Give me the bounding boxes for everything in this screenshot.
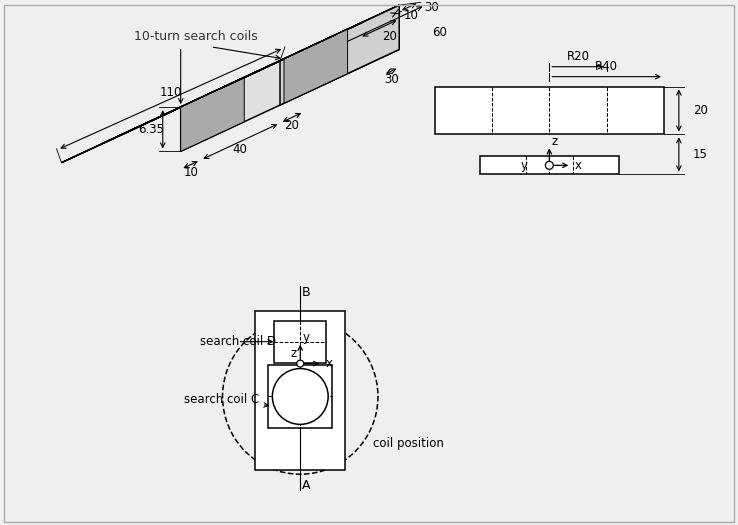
Text: search coil D: search coil D [199, 335, 276, 348]
Text: R20: R20 [567, 50, 590, 63]
Polygon shape [232, 35, 337, 83]
Text: coil position: coil position [373, 437, 444, 449]
Text: 10: 10 [183, 166, 198, 179]
Polygon shape [284, 29, 348, 103]
Text: 10: 10 [404, 9, 418, 22]
Text: 10-turn search coils: 10-turn search coils [134, 30, 258, 43]
Polygon shape [181, 78, 244, 151]
Text: 20: 20 [693, 104, 708, 117]
Bar [480, 156, 619, 174]
Polygon shape [181, 5, 399, 151]
Circle shape [545, 161, 554, 170]
Bar [435, 87, 664, 134]
Polygon shape [221, 29, 348, 89]
Circle shape [297, 360, 304, 367]
Text: R40: R40 [595, 60, 618, 73]
Text: search coil C: search coil C [184, 393, 269, 407]
Text: 30: 30 [384, 72, 399, 86]
Text: A: A [303, 479, 311, 491]
Polygon shape [280, 5, 399, 105]
Text: 6.35: 6.35 [138, 123, 164, 136]
Bar [255, 311, 345, 470]
Text: 15: 15 [693, 148, 708, 161]
Text: y: y [520, 159, 528, 172]
Text: x: x [325, 357, 332, 370]
Text: z: z [290, 347, 296, 360]
Bar [275, 321, 326, 363]
Polygon shape [128, 82, 233, 132]
Bar [269, 364, 332, 428]
Text: x: x [574, 159, 582, 172]
Text: 20: 20 [285, 119, 300, 132]
Text: 30: 30 [424, 2, 438, 14]
Text: B: B [303, 286, 311, 299]
Text: 40: 40 [233, 143, 248, 156]
Text: z: z [551, 135, 558, 148]
Text: 20: 20 [382, 30, 397, 43]
Text: 110: 110 [159, 86, 182, 99]
Ellipse shape [272, 369, 328, 424]
Polygon shape [101, 70, 261, 144]
Text: 60: 60 [432, 26, 446, 39]
Polygon shape [117, 78, 244, 136]
Polygon shape [61, 5, 399, 163]
Polygon shape [204, 22, 363, 96]
Text: y: y [303, 331, 309, 344]
